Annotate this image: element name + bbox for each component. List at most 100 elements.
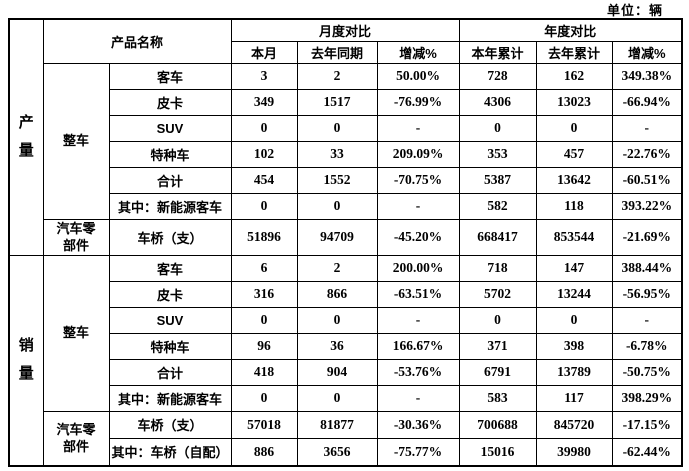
group-label-auto-parts: 汽车零部件 (42, 410, 110, 467)
yearly-compare-header: 年度对比 (458, 18, 683, 42)
value-cell: 398 (535, 332, 613, 360)
table-row: 销量 整车 客车 6 2 200.00% 718 147 388.44% (8, 254, 683, 467)
value-cell: -50.75% (611, 358, 683, 386)
value-cell: 668417 (458, 218, 537, 256)
value-cell: 13642 (535, 166, 613, 194)
group-label-vehicles: 整车 (42, 254, 110, 412)
value-cell: - (376, 192, 460, 220)
row-label: 皮卡 (108, 88, 232, 116)
value-cell: -76.99% (376, 88, 460, 116)
row-label: 车桥（支） (108, 218, 232, 256)
value-cell: 33 (296, 140, 378, 168)
value-cell: 6791 (458, 358, 537, 386)
value-cell: -70.75% (376, 166, 460, 194)
production-sales-table: 产量 产品名称 月度对比 年度对比 本月 去年同期 增减% 本年累计 去年累计 … (8, 18, 683, 468)
table-row: 其中：新能源客车 0 0 - 583 117 398.29% (9, 384, 683, 412)
value-cell: 50.00% (376, 62, 460, 90)
row-label: 合计 (108, 166, 232, 194)
table-row: 其中：新能源客车 0 0 - 582 118 393.22% (9, 192, 683, 220)
value-cell: 102 (230, 140, 298, 168)
value-cell: 2 (296, 254, 378, 282)
col-header-ytd-current: 本年累计 (458, 40, 537, 64)
value-cell: 0 (535, 114, 613, 142)
value-cell: 0 (296, 384, 378, 412)
table-row: SUV 0 0 - 0 0 - (9, 306, 683, 334)
value-cell: -60.51% (611, 166, 683, 194)
row-label: 特种车 (108, 140, 232, 168)
value-cell: 454 (230, 166, 298, 194)
row-label: SUV (108, 114, 232, 142)
value-cell: 583 (458, 384, 537, 412)
value-cell: 1517 (296, 88, 378, 116)
value-cell: 1552 (296, 166, 378, 194)
row-label: 车桥（支） (108, 410, 232, 439)
row-label: 皮卡 (108, 280, 232, 308)
value-cell: 0 (230, 114, 298, 142)
monthly-compare-header: 月度对比 (230, 18, 460, 42)
table-row: 其中：车桥（自配） 886 3656 -75.77% 15016 39980 -… (9, 437, 683, 467)
unit-label: 单位：辆 (606, 3, 663, 18)
value-cell: 117 (535, 384, 613, 412)
table-row: 皮卡 316 866 -63.51% 5702 13244 -56.95% (9, 280, 683, 308)
value-cell: - (376, 114, 460, 142)
value-cell: 866 (296, 280, 378, 308)
value-cell: 118 (535, 192, 613, 220)
section-label-production: 产量 (8, 18, 44, 256)
value-cell: 349.38% (611, 62, 683, 90)
value-cell: 700688 (458, 410, 537, 439)
value-cell: 81877 (296, 410, 378, 439)
value-cell: 200.00% (376, 254, 460, 282)
value-cell: -75.77% (376, 437, 460, 467)
value-cell: 904 (296, 358, 378, 386)
value-cell: 349 (230, 88, 298, 116)
row-label: 客车 (108, 254, 232, 282)
col-header-same-period-last-year: 去年同期 (296, 40, 378, 64)
value-cell: 5387 (458, 166, 537, 194)
section-label-sales: 销量 (8, 254, 44, 467)
table-row: 特种车 102 33 209.09% 353 457 -22.76% (9, 140, 683, 168)
value-cell: 398.29% (611, 384, 683, 412)
row-label: 其中：车桥（自配） (108, 437, 232, 467)
value-cell: 457 (535, 140, 613, 168)
value-cell: 166.67% (376, 332, 460, 360)
group-label-auto-parts: 汽车零部件 (42, 218, 110, 256)
row-label: 客车 (108, 62, 232, 90)
value-cell: 0 (230, 384, 298, 412)
value-cell: 13244 (535, 280, 613, 308)
value-cell: 51896 (230, 218, 298, 256)
value-cell: -6.78% (611, 332, 683, 360)
value-cell: 147 (535, 254, 613, 282)
row-label: 其中：新能源客车 (108, 384, 232, 412)
value-cell: 162 (535, 62, 613, 90)
value-cell: - (611, 306, 683, 334)
value-cell: 13023 (535, 88, 613, 116)
row-label: SUV (108, 306, 232, 334)
table-row: 整车 客车 3 2 50.00% 728 162 349.38% (9, 62, 683, 220)
value-cell: 36 (296, 332, 378, 360)
value-cell: 0 (296, 192, 378, 220)
table-row: 汽车零部件 车桥（支） 57018 81877 -30.36% 700688 8… (9, 410, 683, 467)
value-cell: 0 (296, 114, 378, 142)
col-header-ytd-last-year: 去年累计 (535, 40, 613, 64)
value-cell: 845720 (535, 410, 613, 439)
table-row: 合计 454 1552 -70.75% 5387 13642 -60.51% (9, 166, 683, 194)
value-cell: -62.44% (611, 437, 683, 467)
value-cell: 94709 (296, 218, 378, 256)
table-row: 汽车零部件 车桥（支） 51896 94709 -45.20% 668417 8… (9, 218, 683, 256)
value-cell: -21.69% (611, 218, 683, 256)
col-header-monthly-change: 增减% (376, 40, 460, 64)
value-cell: 718 (458, 254, 537, 282)
value-cell: -56.95% (611, 280, 683, 308)
value-cell: 418 (230, 358, 298, 386)
table-row: 特种车 96 36 166.67% 371 398 -6.78% (9, 332, 683, 360)
value-cell: 209.09% (376, 140, 460, 168)
value-cell: - (376, 306, 460, 334)
value-cell: -53.76% (376, 358, 460, 386)
value-cell: - (611, 114, 683, 142)
value-cell: -45.20% (376, 218, 460, 256)
row-label: 其中：新能源客车 (108, 192, 232, 220)
table-row: 皮卡 349 1517 -76.99% 4306 13023 -66.94% (9, 88, 683, 116)
value-cell: 13789 (535, 358, 613, 386)
col-header-yearly-change: 增减% (611, 40, 683, 64)
table-header-row-1: 产量 产品名称 月度对比 年度对比 (8, 18, 683, 256)
